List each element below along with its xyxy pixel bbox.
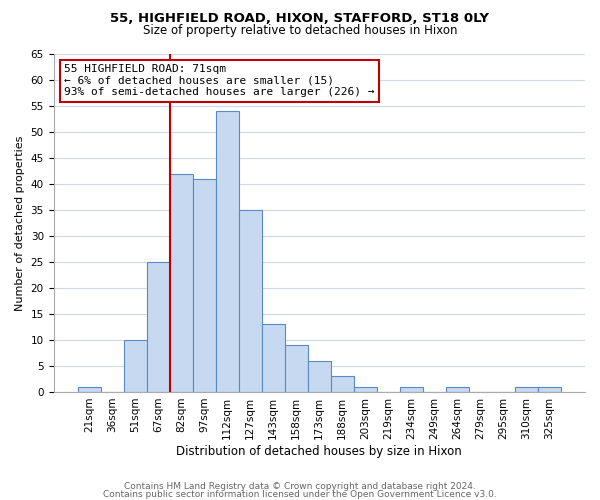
Bar [239,210,262,392]
Bar [331,376,354,392]
Text: Size of property relative to detached houses in Hixon: Size of property relative to detached ho… [143,24,457,37]
Text: Contains public sector information licensed under the Open Government Licence v3: Contains public sector information licen… [103,490,497,499]
Bar [446,387,469,392]
Text: Contains HM Land Registry data © Crown copyright and database right 2024.: Contains HM Land Registry data © Crown c… [124,482,476,491]
Bar [308,361,331,392]
Bar [147,262,170,392]
Y-axis label: Number of detached properties: Number of detached properties [15,136,25,310]
Bar [216,111,239,392]
Bar [170,174,193,392]
Bar [262,324,285,392]
Bar [124,340,147,392]
Text: 55, HIGHFIELD ROAD, HIXON, STAFFORD, ST18 0LY: 55, HIGHFIELD ROAD, HIXON, STAFFORD, ST1… [110,12,490,26]
Bar [193,179,216,392]
Bar [515,387,538,392]
Bar [77,387,101,392]
X-axis label: Distribution of detached houses by size in Hixon: Distribution of detached houses by size … [176,444,462,458]
Bar [538,387,561,392]
Bar [285,345,308,392]
Bar [354,387,377,392]
Bar [400,387,423,392]
Text: 55 HIGHFIELD ROAD: 71sqm
← 6% of detached houses are smaller (15)
93% of semi-de: 55 HIGHFIELD ROAD: 71sqm ← 6% of detache… [64,64,374,98]
